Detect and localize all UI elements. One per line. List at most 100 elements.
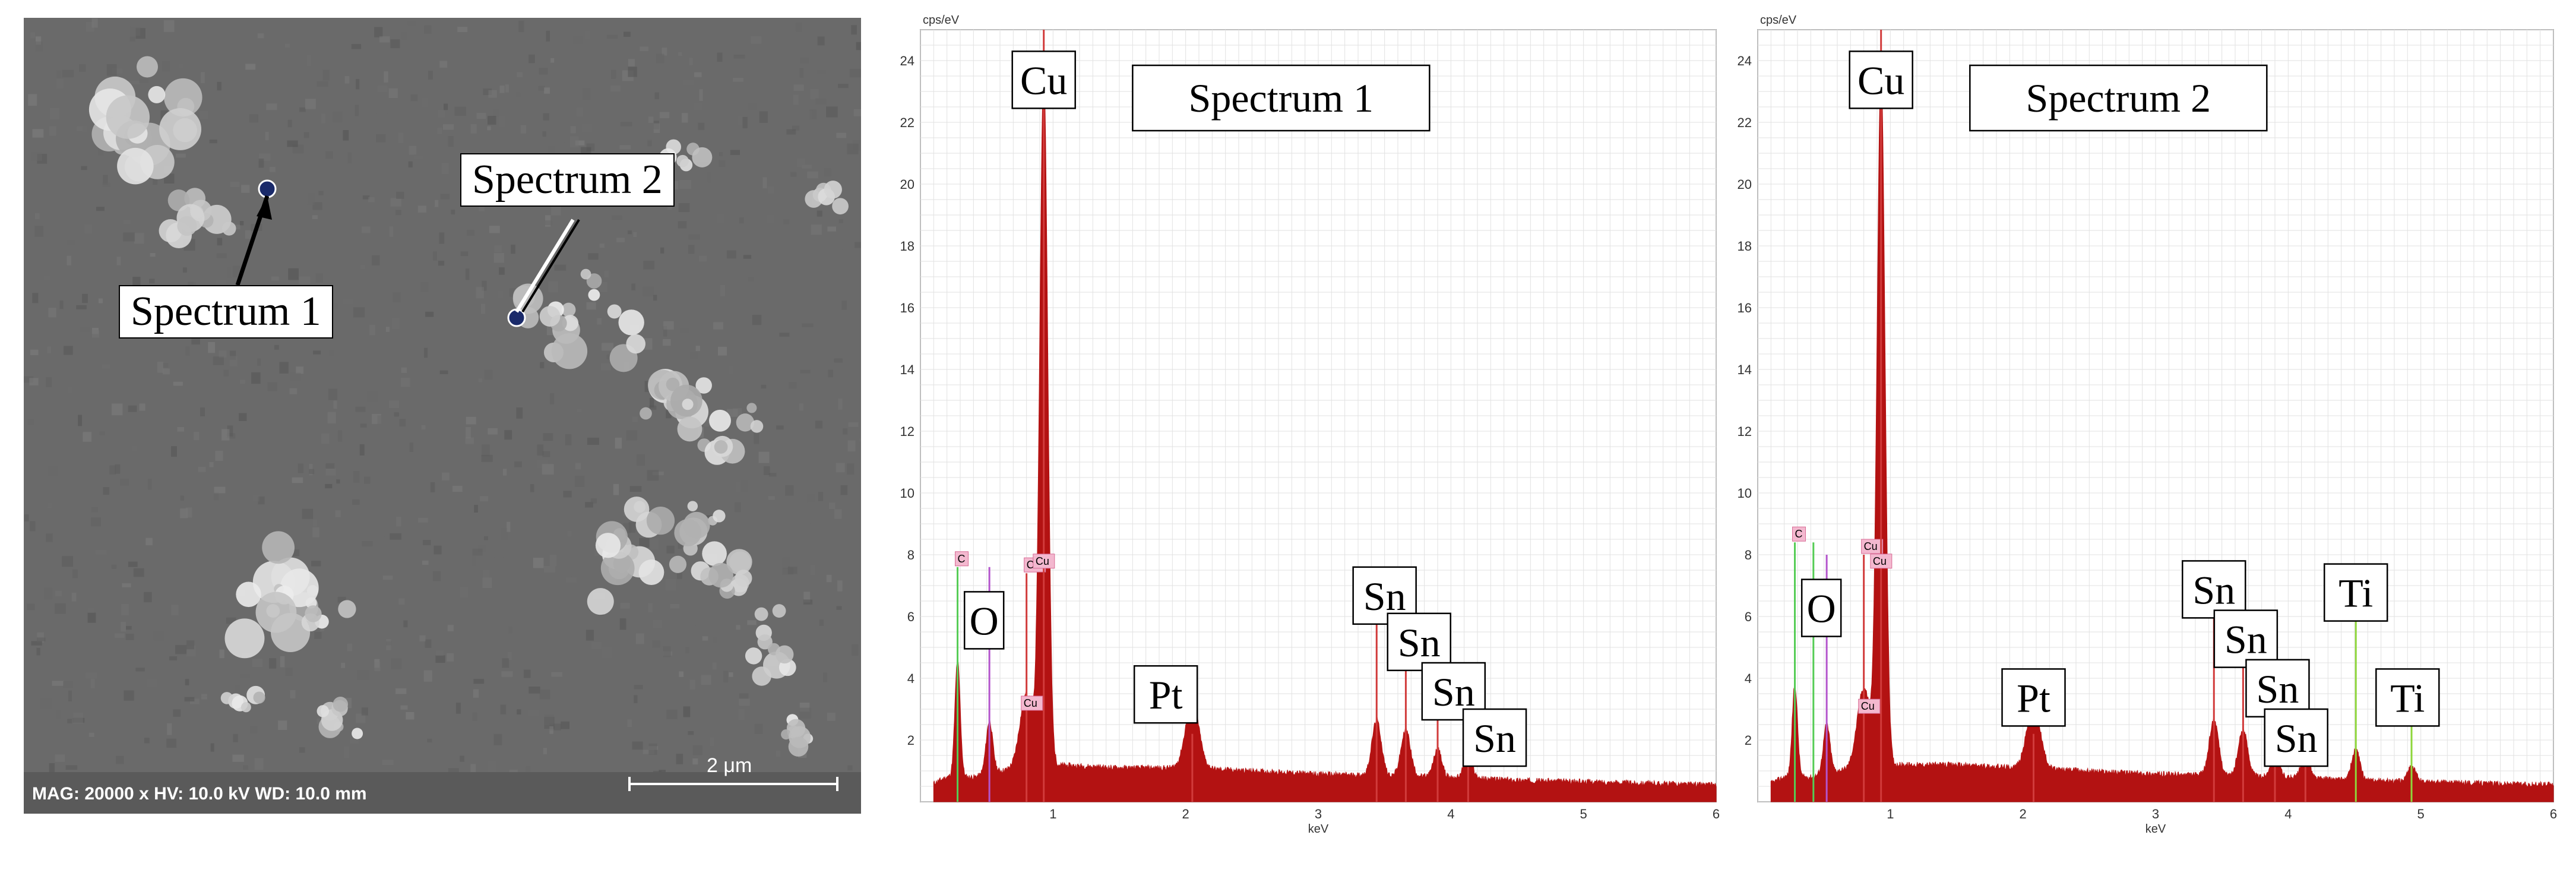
sem-texture [24,18,861,814]
element-label: Sn [1352,566,1417,625]
x-tick-label: 1 [1049,807,1056,821]
peak-tag: Cu [1033,554,1055,569]
x-tick-label: 1 [1887,807,1894,821]
x-tick-label: 4 [2284,807,2292,821]
svg-text:Sn: Sn [2224,617,2267,662]
element-label: Sn [1421,662,1486,721]
y-tick-label: 22 [1738,115,1752,130]
peak-tag: Cu [1870,554,1893,569]
peak-tag: Cu [1021,695,1043,711]
svg-text:Pt: Pt [2017,675,2050,720]
svg-text:Sn: Sn [1432,669,1475,714]
y-tick-label: 14 [900,362,914,377]
y-tick-label: 6 [907,609,914,624]
element-label: Ti [2375,668,2440,727]
svg-text:Sn: Sn [2192,567,2235,612]
sem-micrograph: Spectrum 1 Spectrum 2 MAG: 20000 x HV: 1… [24,18,861,814]
y-tick-label: 2 [1745,733,1752,748]
element-label: Sn [2213,609,2278,668]
y-tick-label: 8 [907,548,914,562]
marker-tag: C [955,551,969,567]
svg-text:Cu: Cu [1024,697,1037,709]
element-label: Sn [2182,560,2246,619]
element-label: Sn [1387,612,1451,672]
element-label: O [963,591,1005,650]
element-label: Ti [2323,563,2388,622]
x-tick-label: 6 [2550,807,2557,821]
y-tick-label: 16 [900,301,914,315]
x-tick-label: 2 [1182,807,1189,821]
y-axis-label: cps/eV [1760,14,1797,27]
y-tick-label: 14 [1738,362,1752,377]
y-tick-label: 20 [900,177,914,192]
svg-text:O: O [1807,586,1836,631]
y-tick-label: 18 [900,239,914,254]
x-tick-label: 3 [1315,807,1322,821]
y-tick-label: 6 [1745,609,1752,624]
element-label: Sn [2245,659,2310,718]
x-tick-label: 6 [1713,807,1720,821]
scale-bar-label: 2 μm [707,754,752,777]
element-label: Cu [1849,50,1913,109]
y-tick-label: 10 [900,486,914,501]
x-axis-label: keV [1308,823,1329,836]
svg-text:Cu: Cu [1857,58,1904,103]
marker-tag: Cu [1861,539,1884,554]
svg-text:C: C [958,553,966,565]
marker-tag: C [1792,526,1806,542]
x-axis-label: keV [2145,823,2166,836]
element-label: Pt [2001,668,2066,727]
y-tick-label: 20 [1738,177,1752,192]
y-tick-label: 18 [1738,239,1752,254]
y-tick-label: 12 [900,424,914,439]
svg-text:Cu: Cu [1036,555,1049,567]
y-tick-label: 24 [900,53,914,68]
y-tick-label: 24 [1738,53,1752,68]
svg-text:Ti: Ti [2390,675,2425,720]
spectrum-2-marker [507,219,580,327]
grid [1757,29,2554,802]
svg-text:Spectrum 1: Spectrum 1 [1189,75,1374,121]
svg-text:Pt: Pt [1149,672,1183,717]
y-tick-label: 12 [1738,424,1752,439]
x-tick-label: 4 [1447,807,1454,821]
element-label: Sn [1462,708,1527,767]
chart-title: Spectrum 1 [1132,64,1431,132]
svg-text:Sn: Sn [2275,716,2318,761]
svg-text:Sn: Sn [1473,716,1516,761]
x-tick-label: 2 [2020,807,2027,821]
y-tick-label: 8 [1745,548,1752,562]
svg-text:Cu: Cu [1864,540,1878,552]
svg-text:Sn: Sn [1363,574,1406,619]
y-tick-label: 4 [907,671,914,686]
element-label: Cu [1011,50,1076,109]
y-tick-label: 2 [907,733,914,748]
spectrum-area [933,71,1717,802]
element-label: Pt [1133,665,1198,724]
spectrum-1-chart: CCuCuCu24681012141618202224123456cps/eVk… [885,6,1728,837]
svg-text:Sn: Sn [2257,666,2299,712]
x-tick-label: 3 [2152,807,2159,821]
svg-text:Ti: Ti [2338,571,2373,616]
svg-text:Cu: Cu [1861,700,1875,712]
element-label: Sn [2264,708,2328,767]
y-tick-label: 22 [900,115,914,130]
svg-text:Cu: Cu [1873,555,1887,567]
y-tick-label: 16 [1738,301,1752,315]
spectrum-2-chart: C Cu Cu Cu 2 4 6 8 10 12 14 16 18 20 22 24 1 2 3 4 5 6 cps/eV k… [1722,6,2565,837]
y-tick-label: 10 [1738,486,1752,501]
x-tick-label: 5 [1580,807,1587,821]
spectrum-1-marker [235,179,277,286]
svg-text:Sn: Sn [1398,620,1441,665]
y-tick-label: 4 [1745,671,1752,686]
y-axis-label: cps/eV [923,14,960,27]
chart-title: Spectrum 2 [1969,64,2268,132]
element-label: O [1800,578,1842,637]
peak-tag: Cu [1858,698,1881,714]
sem-info-bar: MAG: 20000 x HV: 10.0 kV WD: 10.0 mm [32,784,367,804]
svg-text:Spectrum 2: Spectrum 2 [2026,75,2211,121]
x-tick-label: 5 [2417,807,2425,821]
svg-text:O: O [970,598,999,643]
svg-text:C: C [1795,528,1803,540]
svg-text:Cu: Cu [1020,58,1067,103]
